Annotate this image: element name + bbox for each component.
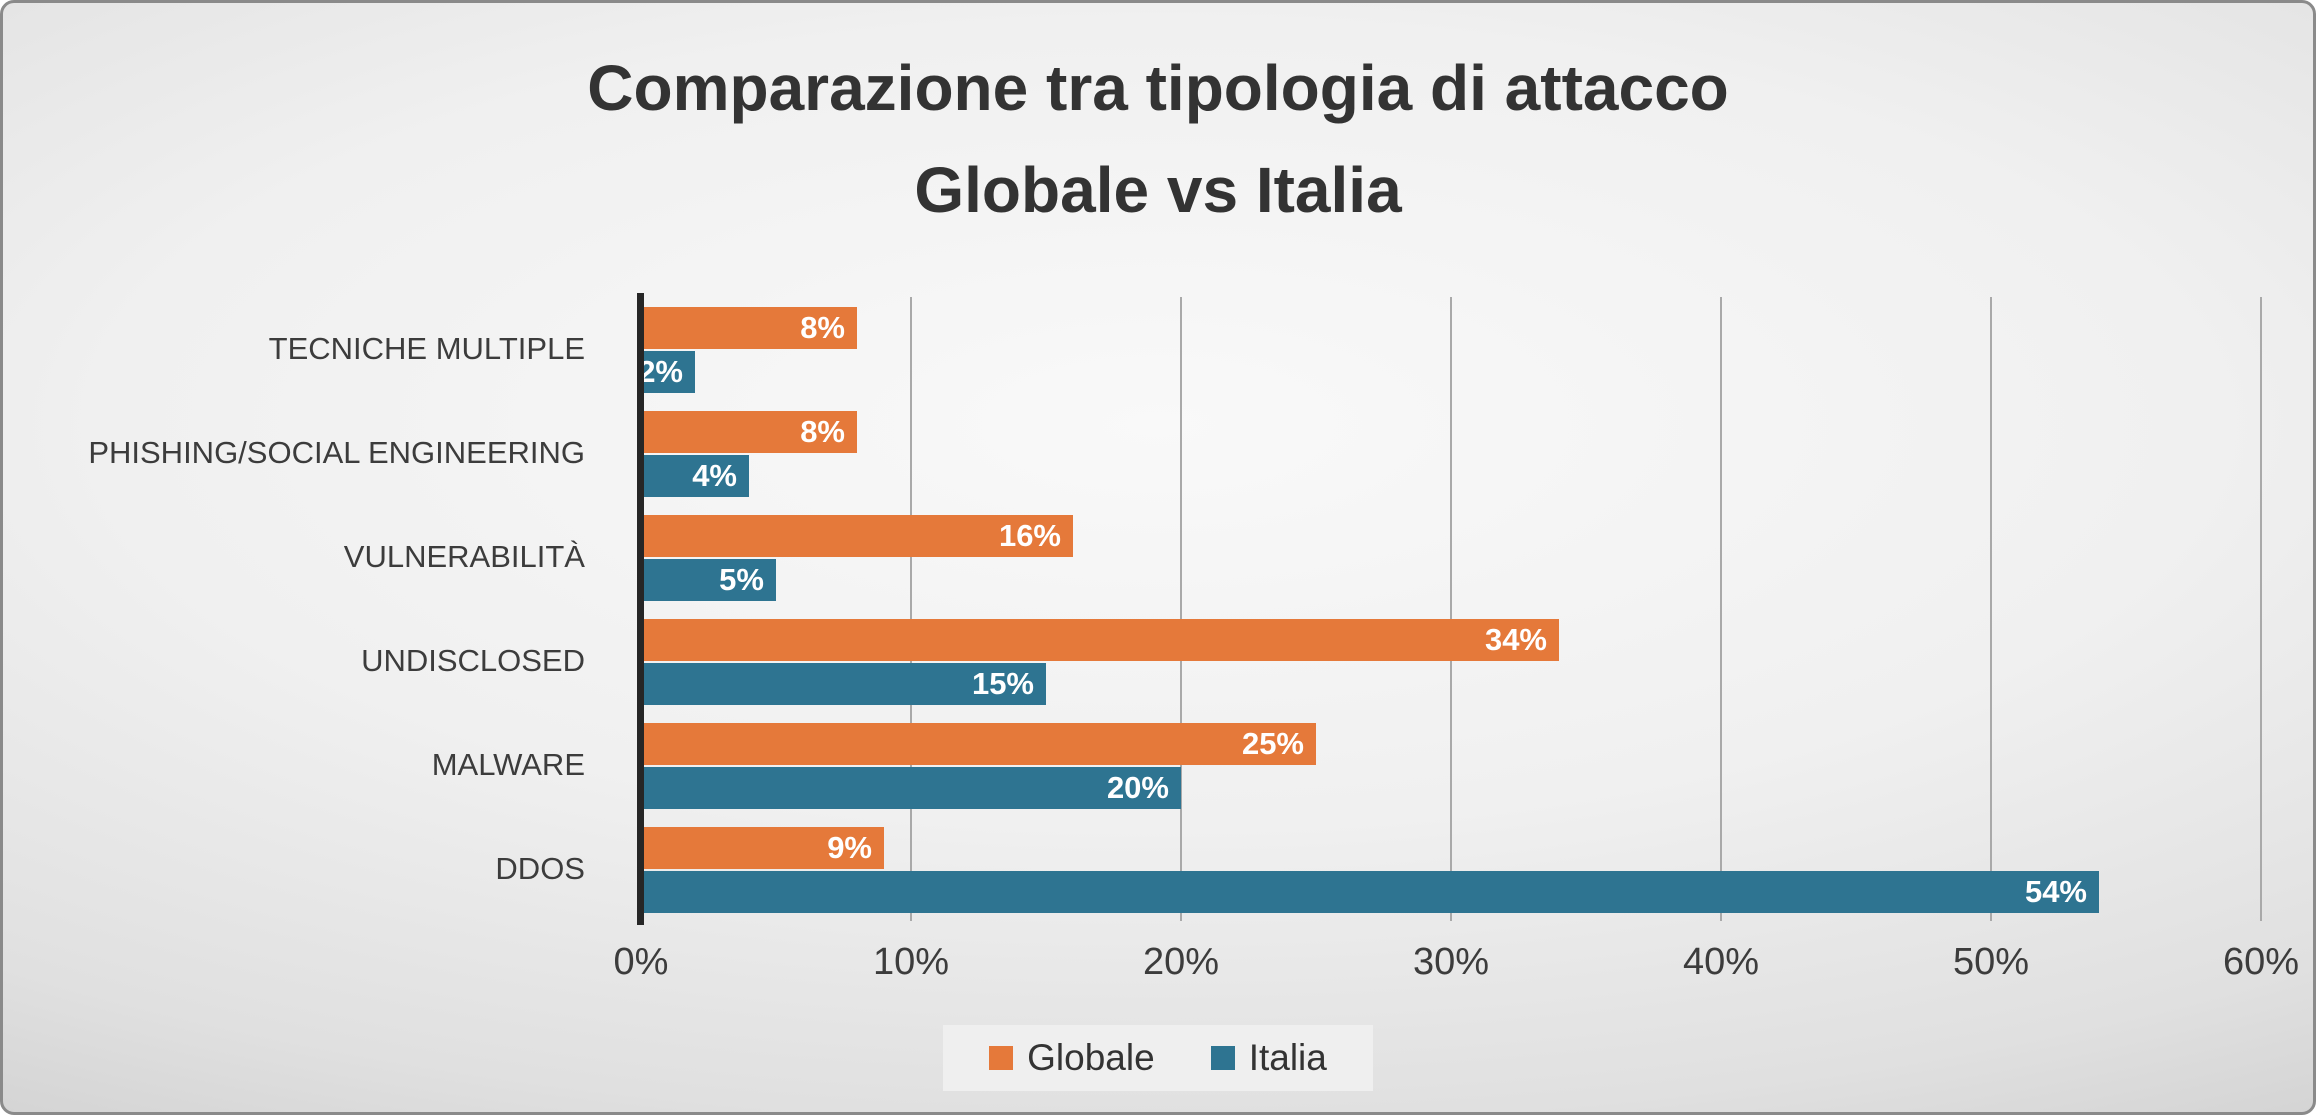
gridline	[1450, 297, 1452, 921]
x-tick-label: 60%	[2222, 941, 2300, 983]
legend: Globale Italia	[3, 1025, 2313, 1091]
bar-globale: 8%	[641, 307, 857, 349]
data-label: 54%	[2024, 874, 2087, 909]
y-axis-line	[637, 293, 644, 925]
chart-title-line1: Comparazione tra tipologia di attacco	[587, 52, 1729, 124]
bar-group: 9% 54%	[641, 817, 2261, 921]
bar-group: 34% 15%	[641, 609, 2261, 713]
data-label: 15%	[971, 666, 1034, 701]
x-axis: 0% 10% 20% 30% 40% 50% 60%	[614, 941, 2299, 1001]
bar-italia: 4%	[641, 455, 749, 497]
legend-swatch	[989, 1046, 1014, 1070]
x-tick-label: 40%	[1682, 941, 1760, 983]
bar-italia: 5%	[641, 559, 776, 601]
bar-rows: 8% 2% 8% 4% 16% 5% 34% 15% 25% 20% 9% 54%	[638, 297, 2261, 921]
bar-italia: 20%	[641, 767, 1181, 809]
data-label: 2%	[638, 354, 683, 389]
gridline	[2260, 297, 2262, 921]
bar-globale: 8%	[641, 411, 857, 453]
data-label: 20%	[1106, 770, 1169, 805]
x-tick-label: 0%	[613, 941, 669, 983]
gridline	[909, 297, 912, 921]
x-tick-label: 10%	[872, 941, 950, 983]
legend-box: Globale Italia	[943, 1025, 1373, 1091]
legend-swatch	[1210, 1046, 1235, 1070]
bar-group: 8% 4%	[641, 401, 2261, 505]
data-label: 9%	[827, 830, 872, 865]
data-label: 25%	[1241, 726, 1304, 761]
bar-italia: 54%	[641, 871, 2099, 913]
bar-group: 8% 2%	[638, 297, 2261, 401]
bar-italia: 2%	[638, 351, 695, 393]
data-label: 5%	[719, 562, 764, 597]
data-label: 8%	[800, 414, 845, 449]
data-label: 16%	[998, 518, 1061, 553]
bar-globale: 9%	[641, 827, 884, 869]
legend-item-italia: Italia	[1210, 1037, 1327, 1079]
bar-italia: 15%	[641, 663, 1046, 705]
gridline	[1719, 297, 1722, 921]
chart-title-line2: Globale vs Italia	[914, 154, 1402, 226]
bar-globale: 34%	[641, 619, 1559, 661]
x-tick-label: 50%	[1952, 941, 2030, 983]
gridline	[1179, 297, 1182, 921]
legend-item-globale: Globale	[989, 1037, 1155, 1079]
x-tick-label: 20%	[1142, 941, 1220, 983]
bar-group: 25% 20%	[641, 713, 2261, 817]
data-label: 34%	[1484, 622, 1547, 657]
category-label: PHISHING/SOCIAL ENGINEERING	[88, 435, 585, 470]
legend-label: Globale	[1027, 1037, 1155, 1078]
legend-label: Italia	[1248, 1037, 1327, 1078]
x-tick-label: 30%	[1412, 941, 1490, 983]
gridline	[1990, 297, 1992, 921]
bar-group: 16% 5%	[641, 505, 2261, 609]
category-label: DDOS	[495, 851, 585, 886]
category-axis: TECNICHE MULTIPLE PHISHING/SOCIAL ENGINEE…	[3, 297, 613, 921]
plot-area: 8% 2% 8% 4% 16% 5% 34% 15% 25% 20% 9% 54%	[638, 297, 2262, 921]
data-label: 4%	[692, 458, 737, 493]
chart-title: Comparazione tra tipologia di attacco Gl…	[3, 37, 2313, 241]
category-label: TECNICHE MULTIPLE	[268, 331, 585, 366]
bar-globale: 25%	[641, 723, 1316, 765]
bar-globale: 16%	[641, 515, 1073, 557]
category-label: UNDISCLOSED	[361, 643, 585, 678]
data-label: 8%	[800, 310, 845, 345]
category-label: VULNERABILITÀ	[343, 539, 585, 574]
category-label: MALWARE	[431, 747, 585, 782]
